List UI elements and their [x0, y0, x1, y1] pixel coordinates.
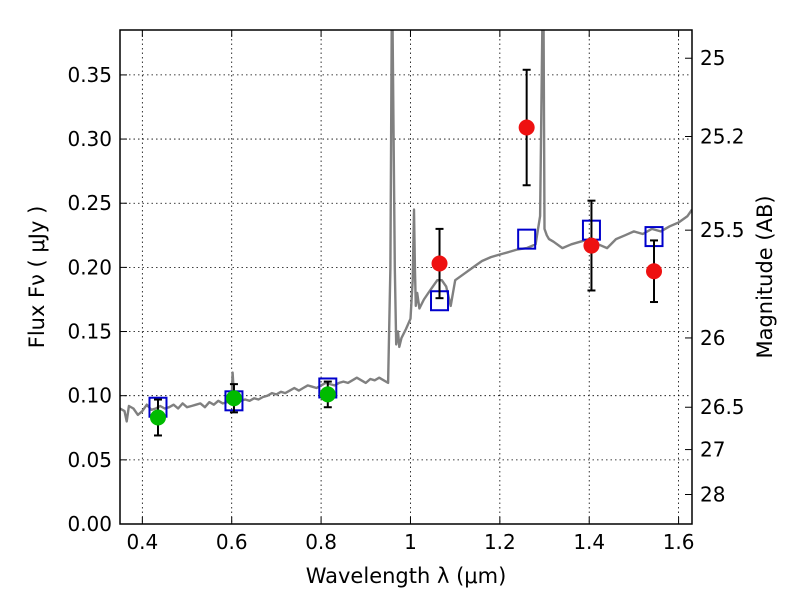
- model-square-point: [517, 228, 537, 250]
- observed-data-point: [518, 119, 535, 136]
- observed-data-point: [225, 390, 242, 407]
- y-tick-label: 0.00: [67, 512, 112, 536]
- y-tick-label: 0.35: [67, 63, 112, 87]
- y2-axis-title: Magnitude (AB): [753, 195, 777, 358]
- y2-tick-label: 25.2: [700, 124, 745, 148]
- x-tick-label: 1.6: [663, 530, 695, 554]
- y-tick-label: 0.15: [67, 320, 112, 344]
- grid-lines: [120, 30, 692, 525]
- y2-tick-label: 26: [700, 326, 725, 350]
- y2-tick-label: 25.5: [700, 218, 745, 242]
- x-tick-label: 0.8: [305, 530, 337, 554]
- y2-tick-label: 27: [700, 438, 725, 462]
- observed-data-point: [149, 409, 166, 426]
- spectrum-line: [120, 30, 692, 423]
- observed-data-point: [583, 237, 600, 254]
- x-tick-label: 0.4: [126, 530, 158, 554]
- y-tick-label: 0.05: [67, 448, 112, 472]
- y-axis-title: Flux Fν ( μJy ): [25, 206, 49, 349]
- plot-frame: [119, 29, 693, 525]
- observed-data-point: [646, 263, 663, 280]
- y-tick-label: 0.30: [67, 127, 112, 151]
- x-axis-title: Wavelength λ (μm): [306, 564, 507, 588]
- y2-tick-label: 28: [700, 482, 725, 506]
- y2-tick-label: 25: [700, 46, 725, 70]
- plot-area: [120, 30, 692, 437]
- observed-data-point: [319, 386, 336, 403]
- x-tick-label: 1: [404, 530, 417, 554]
- x-tick-label: 0.6: [216, 530, 248, 554]
- y-tick-label: 0.10: [67, 384, 112, 408]
- y-tick-label: 0.20: [67, 255, 112, 279]
- x-tick-label: 1.2: [484, 530, 516, 554]
- y-tick-label: 0.25: [67, 191, 112, 215]
- observed-data-point: [431, 255, 448, 272]
- axis-ticks: 0.4 0.6 0.8 1 1.2 1.4 1.6 0.00 0.05 0.10 0.15 0.20 0…: [67, 30, 745, 554]
- x-tick-label: 1.4: [573, 530, 605, 554]
- y2-tick-label: 26.5: [700, 395, 745, 419]
